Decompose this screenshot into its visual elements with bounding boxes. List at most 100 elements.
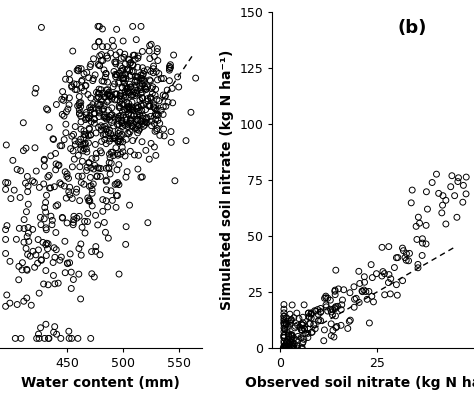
Point [320, 338, 328, 344]
Point [147, 96, 155, 102]
Point [435, 190, 442, 196]
Point [125, 57, 133, 63]
Point [140, 68, 148, 74]
Point [307, 320, 314, 327]
Point [107, 112, 114, 119]
X-axis label: Water content (mm): Water content (mm) [21, 376, 180, 390]
Point [324, 295, 332, 301]
Point [329, 327, 337, 334]
Point [286, 311, 294, 317]
Point [32, 252, 40, 258]
Point [131, 84, 139, 91]
Point [299, 314, 307, 320]
Point [75, 271, 82, 277]
Point [350, 284, 358, 290]
Point [60, 97, 67, 104]
Point [64, 106, 72, 112]
Point [136, 83, 144, 89]
Point [96, 102, 103, 108]
Point [289, 345, 296, 351]
Point [168, 85, 176, 92]
Point [77, 113, 84, 119]
Point [136, 110, 143, 117]
Point [422, 222, 430, 228]
Point [63, 220, 71, 226]
Point [280, 345, 288, 351]
Point [119, 65, 127, 72]
Point [39, 239, 47, 246]
Point [76, 164, 83, 170]
Point [78, 224, 86, 230]
Point [55, 280, 62, 286]
Point [100, 102, 108, 109]
Point [106, 151, 113, 158]
Point [91, 116, 98, 123]
Point [95, 124, 102, 130]
Point [463, 174, 470, 180]
Point [81, 131, 88, 138]
Point [280, 345, 288, 351]
Point [35, 247, 42, 253]
Point [332, 304, 339, 310]
Point [415, 214, 422, 220]
Point [145, 103, 153, 109]
Point [51, 184, 58, 190]
Point [331, 287, 339, 293]
Point [98, 51, 105, 58]
Point [332, 267, 339, 273]
Point [413, 236, 421, 243]
Point [324, 308, 331, 314]
Point [75, 245, 82, 252]
Point [365, 288, 373, 295]
Point [111, 59, 118, 65]
Point [135, 127, 143, 134]
Point [126, 67, 133, 74]
Point [91, 274, 98, 280]
Point [124, 104, 132, 110]
Point [127, 148, 134, 154]
Point [107, 50, 114, 56]
Point [2, 303, 9, 310]
Point [283, 321, 290, 327]
Point [290, 343, 298, 350]
Point [280, 345, 288, 351]
Point [47, 185, 55, 191]
Point [289, 339, 297, 346]
Point [80, 134, 88, 141]
Point [117, 68, 125, 74]
Point [361, 274, 368, 280]
Point [90, 166, 98, 172]
Point [57, 181, 65, 188]
Point [84, 91, 92, 98]
Point [308, 329, 315, 336]
Point [322, 302, 330, 308]
Point [159, 92, 167, 98]
Point [330, 334, 338, 340]
Point [385, 271, 393, 278]
Point [120, 102, 128, 108]
Point [137, 85, 145, 91]
Point [299, 322, 307, 328]
Point [381, 292, 388, 298]
Point [131, 73, 139, 80]
Point [100, 94, 108, 100]
Point [102, 126, 109, 133]
Point [137, 118, 145, 125]
Point [101, 74, 109, 80]
Point [285, 330, 292, 337]
Point [280, 344, 288, 350]
Point [34, 236, 42, 243]
Point [96, 23, 103, 30]
Point [154, 57, 162, 64]
Point [133, 124, 140, 131]
Point [284, 336, 292, 342]
Point [154, 46, 161, 52]
Point [111, 135, 119, 141]
Point [122, 174, 130, 180]
Point [134, 64, 141, 70]
Point [24, 224, 32, 231]
Point [95, 165, 103, 171]
Point [20, 225, 28, 232]
Point [137, 103, 145, 109]
Point [101, 131, 109, 137]
